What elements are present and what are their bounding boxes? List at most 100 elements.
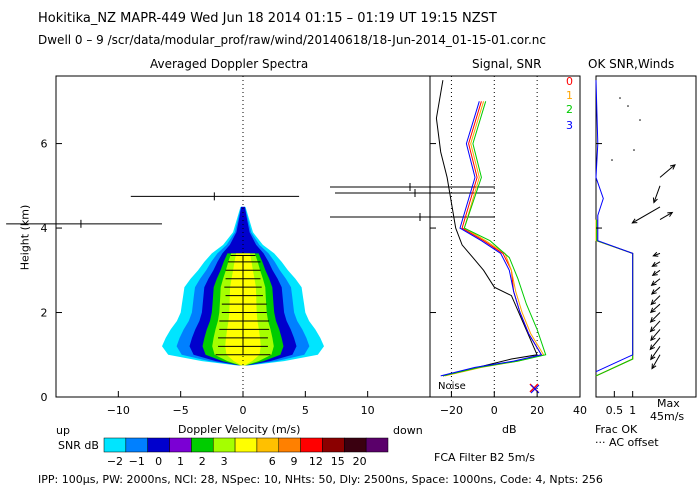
colorbar-swatch-12 [365,437,389,453]
y-tick-label-3: 6 [41,138,48,151]
signal-series-1 [442,101,543,377]
ok-plot-frame [595,75,697,398]
noise-label: Noise [438,381,466,392]
scatter-dot-3 [611,159,613,161]
scatter-dot-2 [633,149,635,151]
wind-vector-7 [650,295,661,305]
scatter-dot-4 [639,119,641,121]
db-label: dB [502,423,517,436]
wind-arrowhead-11 [651,261,658,267]
wind-arrowhead-15 [652,197,658,204]
y-axis-label: Height (km) [18,204,32,271]
signal-plot-frame [429,75,581,398]
wind-arrowhead-16 [669,164,676,170]
colorbar-swatch-4 [191,437,214,453]
axes-layer: 0 2 4 6 −10 −5 0 5 10 −20 0 20 40 0.5 1 [41,138,637,417]
colorbar-swatch-1 [125,437,148,453]
x-axis-label: Doppler Velocity (m/s) [178,423,301,436]
x-tick-label-3: 5 [302,404,309,417]
ok-x-tick-label-0: 0.5 [606,404,624,417]
colorbar-swatch-10 [322,437,345,453]
colorbar-tick-4: 2 [199,455,206,468]
wind-vector-14 [632,206,661,224]
signal-title: Signal, SNR [472,57,542,71]
wind-arrowhead-2 [649,344,656,351]
y-tick-label-1: 2 [41,307,48,320]
colorbar-swatch-3 [169,437,192,453]
colorbar-tick-6: 6 [269,455,276,468]
wind-vector-13 [659,212,673,221]
colorbar-tick-3: 1 [177,455,184,468]
spectra-layer [6,76,495,397]
header-title: Hokitika_NZ MAPR-449 Wed Jun 18 2014 01:… [38,11,497,26]
wind-arrowhead-10 [651,270,658,277]
y-tick-label-0: 0 [41,391,48,404]
wind-arrowhead-14 [631,218,638,224]
wind-arrowhead-6 [649,307,656,314]
colorbar: −2 −1 0 1 2 3 6 9 12 15 20 [103,437,389,468]
wind-arrowhead-13 [667,211,674,217]
header-subtitle: Dwell 0 – 9 /scr/data/modular_prof/raw/w… [38,33,546,47]
colorbar-swatch-7 [256,437,280,453]
wind-arrowhead-8 [650,289,657,295]
wind-vector-4 [650,320,661,332]
wind-arrowhead-5 [649,317,656,323]
ok-layer [595,80,676,377]
wind-vector-5 [650,312,661,323]
colorbar-swatch-8 [278,437,301,453]
colorbar-tick-7: 9 [291,455,298,468]
wind-vector-6 [650,303,661,313]
wind-vector-15 [653,185,661,203]
ok-x-tick-label-1: 1 [629,404,636,417]
colorbar-swatch-9 [300,437,323,453]
filter-label: FCA Filter B2 5m/s [434,451,535,464]
wind-arrowhead-3 [650,335,656,342]
wind-arrowhead-1 [650,354,656,361]
footer-params: IPP: 100μs, PW: 2000ns, NCI: 28, NSpec: … [38,473,603,486]
colorbar-swatch-6 [234,437,258,453]
ok-series-3 [595,80,634,373]
colorbar-tick-2: 0 [155,455,162,468]
wind-vector-10 [652,269,661,276]
dwell-legend-0: 0 [566,75,573,88]
y-tick-label-2: 4 [41,222,48,235]
x-tick-label-1: −5 [173,404,189,417]
dwell-legend-2: 2 [566,103,573,116]
colorbar-tick-10: 20 [353,455,367,468]
wind-arrowhead-7 [650,299,657,306]
wind-arrowhead-0 [651,363,657,370]
max-label: Max [657,397,680,410]
colorbar-label: SNR dB [58,439,99,452]
colorbar-swatch-11 [344,437,367,453]
spectra-title: Averaged Doppler Spectra [150,57,309,71]
up-label: up [56,424,70,437]
signal-layer [435,76,547,397]
ok-title: OK SNR,Winds [588,57,675,71]
wind-vector-3 [650,329,661,341]
colorbar-tick-8: 12 [309,455,323,468]
signal-series-0 [435,80,538,377]
wind-arrowhead-4 [649,326,656,333]
wind-vector-8 [651,286,661,295]
signal-x-tick-label-1: 0 [491,404,498,417]
down-label: down [393,424,423,437]
wind-vector-11 [652,261,661,267]
signal-series-3 [442,101,547,377]
ac-offset-label: ··· AC offset [595,436,659,449]
wind-vector-0 [651,354,661,369]
colorbar-tick-0: −2 [107,455,123,468]
dwell-legend-3: 3 [566,119,573,132]
wind-vector-2 [649,337,661,350]
ok-series-1 [595,219,634,377]
noise-x-marker-2 [530,384,540,394]
x-tick-label-4: 10 [361,404,375,417]
wind-arrowhead-12 [652,251,659,257]
x-tick-label-2: 0 [240,404,247,417]
colorbar-swatch-0 [103,437,127,453]
signal-x-tick-label-3: 40 [573,404,587,417]
scatter-dot-0 [619,97,621,99]
colorbar-swatch-2 [147,437,170,453]
wind-arrowhead-9 [650,280,657,287]
max-value: 45m/s [650,410,685,423]
colorbar-swatch-5 [212,437,236,453]
